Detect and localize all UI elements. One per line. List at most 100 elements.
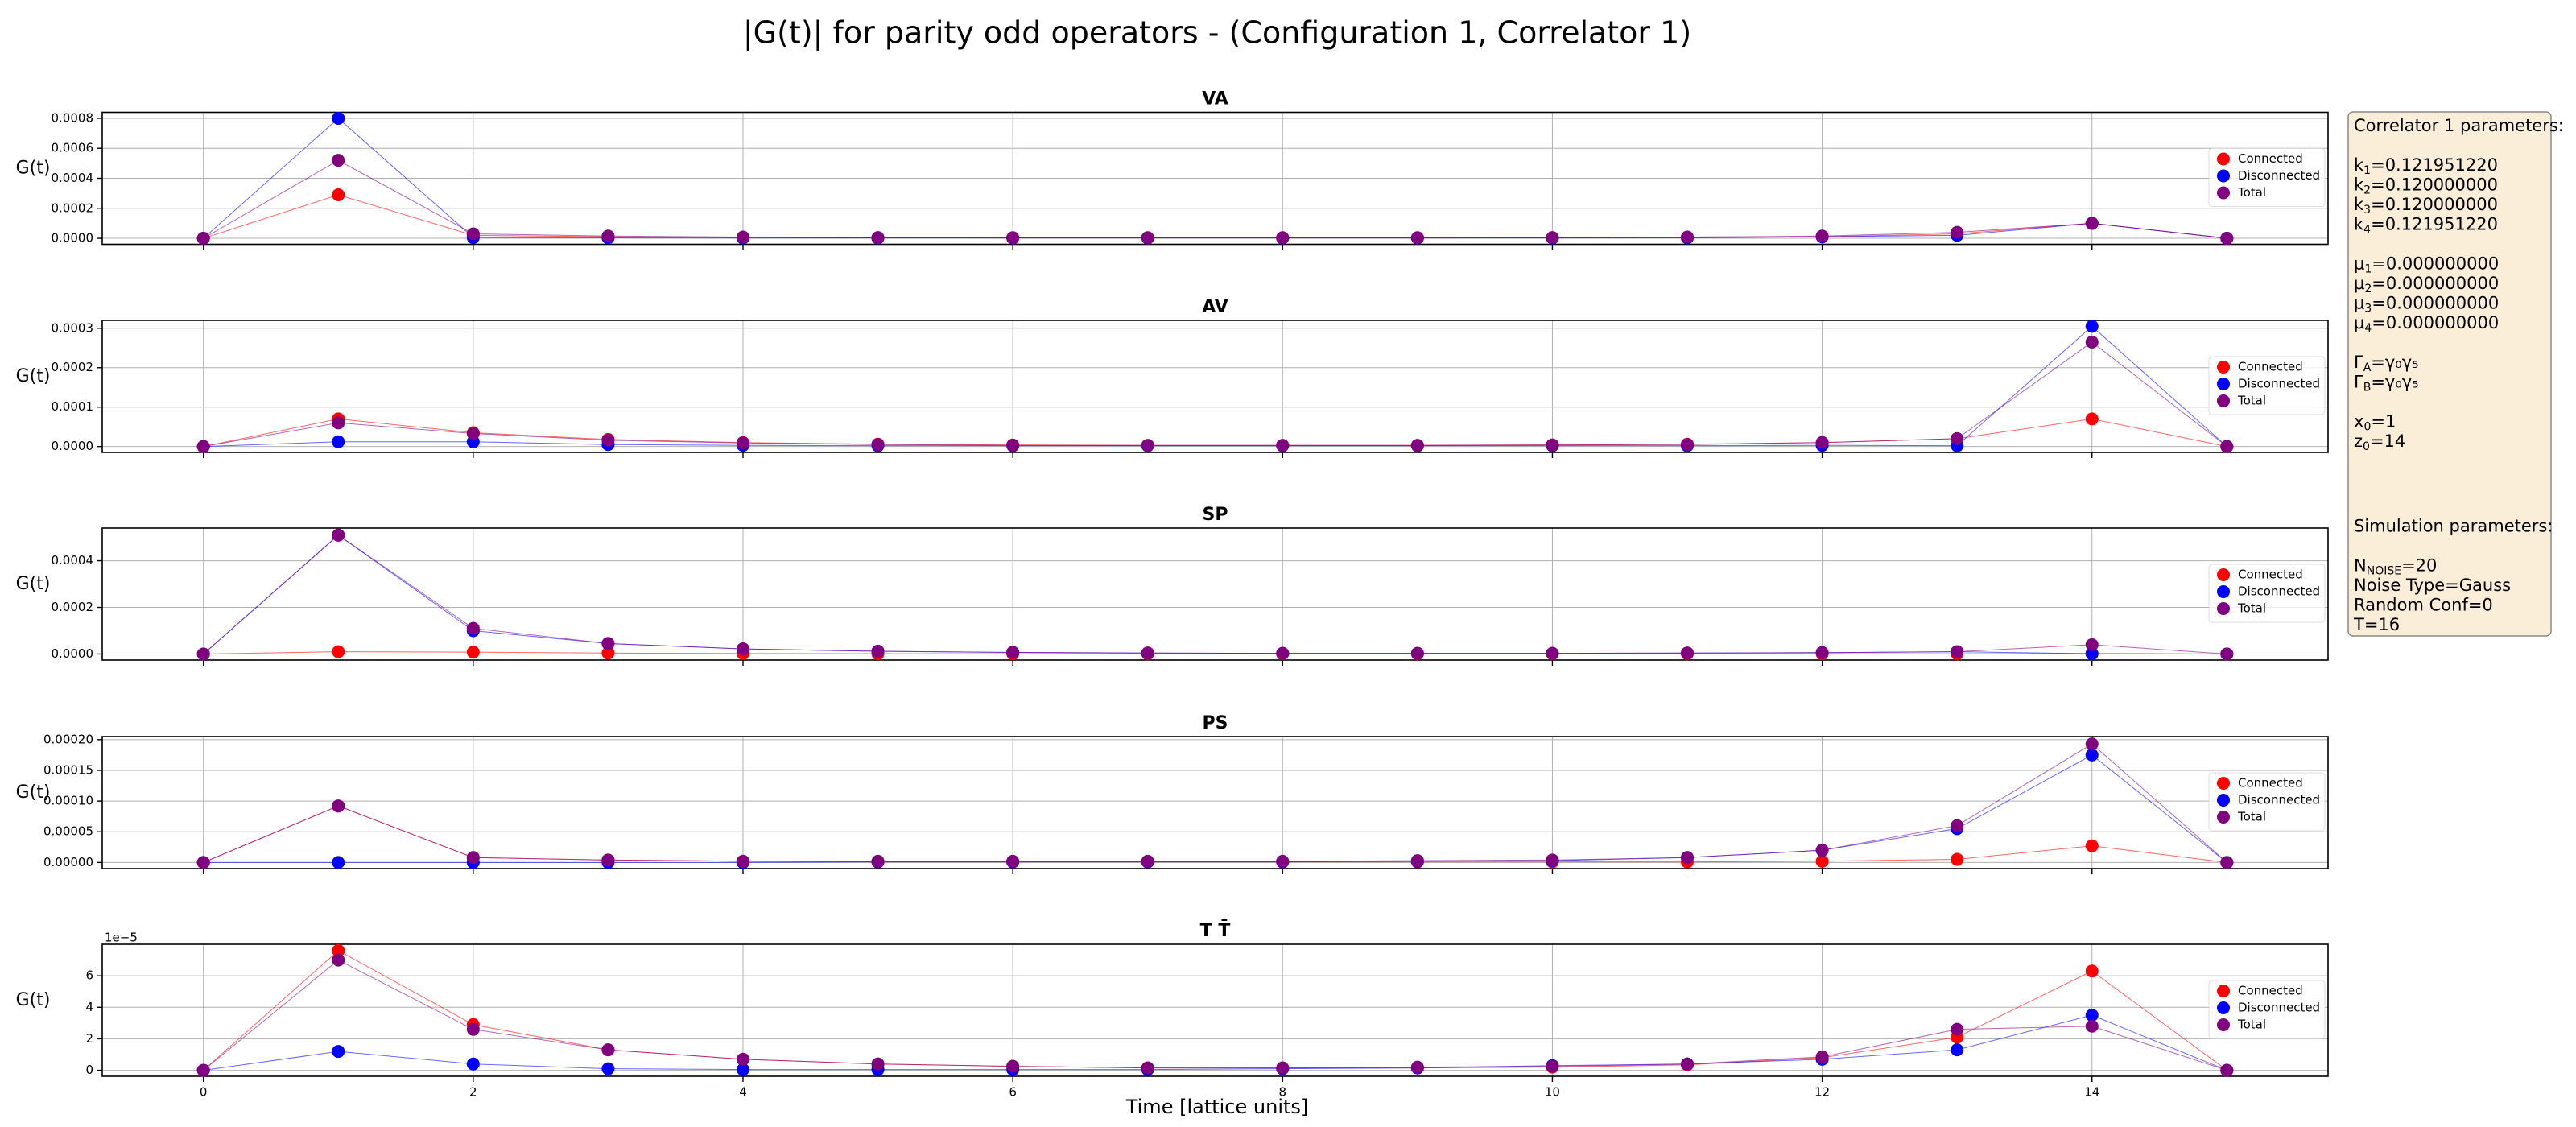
data-point (871, 644, 885, 658)
legend-label: Disconnected (2238, 584, 2320, 599)
data-point (601, 1043, 615, 1057)
data-point (1006, 231, 1020, 245)
legend-marker (2217, 1001, 2230, 1014)
data-point (2085, 638, 2099, 651)
info-heading: Simulation parameters: (2354, 516, 2553, 535)
legend-marker (2217, 378, 2230, 390)
data-point (601, 646, 615, 660)
data-point (1681, 851, 1695, 865)
data-point (1951, 1043, 1964, 1057)
data-point (2220, 232, 2234, 246)
data-point (2085, 748, 2099, 762)
data-point (1410, 439, 1424, 452)
data-point (2085, 1019, 2099, 1033)
data-point (2085, 839, 2099, 852)
info-text: Γ (2354, 353, 2363, 372)
data-point (871, 854, 885, 868)
info-text: z (2354, 431, 2363, 451)
data-point (2220, 856, 2234, 869)
info-line: z0=14 (2354, 431, 2405, 453)
info-rest: =0.000000000 (2372, 313, 2499, 332)
data-point (1006, 854, 1020, 868)
x-tick-label: 14 (2084, 1085, 2099, 1100)
data-point (466, 227, 480, 241)
figure-title: |G(t)| for parity odd operators - (Confi… (743, 15, 1691, 52)
data-point (196, 440, 210, 453)
info-sub: 2 (2364, 283, 2372, 295)
series-line (203, 743, 2227, 863)
subplot-title: T T̄ (1200, 920, 1231, 941)
data-point (466, 1022, 480, 1036)
data-point (1006, 439, 1020, 452)
y-tick-label: 0 (85, 1063, 93, 1077)
data-point (1410, 1060, 1424, 1074)
info-sub: 1 (2364, 263, 2372, 276)
data-point (1546, 231, 1559, 245)
info-line: k3=0.120000000 (2354, 195, 2498, 217)
info-rest: =γ₀γ₅ (2371, 373, 2418, 392)
info-rest: =0.000000000 (2372, 274, 2499, 293)
legend-marker (2217, 361, 2230, 374)
y-tick-label: 0.00020 (43, 732, 93, 746)
legend-box (2208, 564, 2326, 623)
data-point (871, 1057, 885, 1071)
y-tick-label: 0.00010 (43, 794, 93, 808)
x-axis-label: Time [lattice units] (1125, 1096, 1309, 1118)
info-line: NNOISE=20 (2354, 555, 2437, 577)
legend-box (2208, 980, 2326, 1039)
data-point (871, 438, 885, 452)
data-point (1681, 1057, 1695, 1071)
subplot-title: SP (1203, 505, 1228, 525)
data-point (196, 232, 210, 246)
info-rest: =0.120000000 (2371, 175, 2498, 195)
legend-box (2208, 356, 2326, 415)
data-point (601, 433, 615, 447)
info-text: Random Conf=0 (2354, 595, 2493, 614)
x-tick-label: 4 (739, 1085, 747, 1100)
info-rest: =14 (2370, 431, 2405, 451)
y-tick-label: 0.0000 (52, 231, 94, 246)
info-line: T=16 (2353, 615, 2400, 634)
data-point (1141, 439, 1154, 452)
data-point (196, 856, 210, 869)
y-tick-label: 2 (85, 1031, 93, 1046)
legend-label: Connected (2238, 776, 2303, 791)
legend-label: Total (2237, 185, 2266, 200)
data-point (1410, 231, 1424, 245)
legend-marker (2217, 985, 2230, 997)
x-tick-label: 10 (1545, 1085, 1560, 1100)
info-line: x0=1 (2354, 412, 2396, 434)
data-point (2220, 647, 2234, 661)
info-line: μ3=0.000000000 (2354, 294, 2499, 316)
data-point (2085, 320, 2099, 333)
legend-label: Total (2237, 394, 2266, 408)
info-line: Random Conf=0 (2354, 595, 2493, 614)
info-text: μ (2354, 254, 2364, 274)
data-point (466, 851, 480, 865)
legend-marker (2217, 811, 2230, 824)
info-text: μ (2354, 313, 2364, 332)
info-sub: 3 (2364, 303, 2372, 316)
data-point (332, 111, 345, 125)
legend-marker (2217, 794, 2230, 807)
data-point (1546, 853, 1559, 867)
series-line (203, 959, 2227, 1071)
data-point (2085, 1009, 2099, 1022)
y-tick-label: 0.0002 (52, 360, 94, 374)
legend-marker (2217, 585, 2230, 598)
info-line: μ4=0.000000000 (2354, 313, 2499, 335)
legend-marker (2217, 186, 2230, 200)
data-point (466, 621, 480, 635)
y-tick-label: 0.0008 (52, 110, 94, 125)
legend-label: Connected (2238, 984, 2303, 998)
data-point (2085, 335, 2099, 349)
data-point (332, 528, 345, 542)
y-axis-label: G(t) (16, 782, 51, 803)
info-sub: B (2363, 382, 2372, 394)
data-point (332, 1045, 345, 1059)
data-point (601, 229, 615, 243)
subplot-title: VA (1202, 89, 1228, 109)
data-point (1681, 646, 1695, 660)
info-text: μ (2354, 274, 2364, 293)
